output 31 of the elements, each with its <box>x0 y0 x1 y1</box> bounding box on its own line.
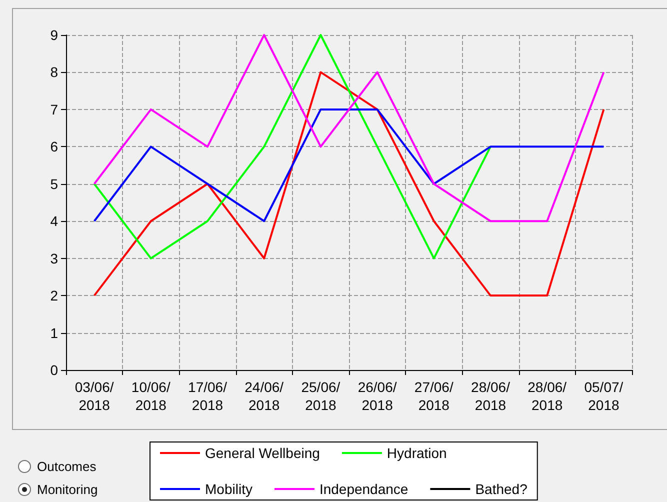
line-series <box>93 71 605 297</box>
x-tick-label: 24/06/ 2018 <box>244 379 284 413</box>
y-tick-label: 9 <box>50 27 58 43</box>
y-tick-label: 3 <box>50 250 58 266</box>
y-tick-label: 6 <box>50 138 58 155</box>
legend-label: Mobility <box>205 481 252 497</box>
legend-label: Hydration <box>386 445 447 461</box>
line-series <box>93 108 605 222</box>
x-tick-label: 03/06/ 2018 <box>74 379 114 413</box>
x-tick-label: 28/06/ 2018 <box>528 379 567 413</box>
text: Outcomes <box>37 459 96 474</box>
legend-label: General Wellbeing <box>205 445 320 461</box>
y-tick-label: 4 <box>50 213 58 230</box>
line-series <box>93 34 492 260</box>
legend-label: Bathed? <box>475 481 528 497</box>
y-tick-label: 2 <box>50 288 58 304</box>
y-tick-label: 1 <box>50 324 58 341</box>
legend-label: Independance <box>319 481 408 497</box>
y-tick-label: 7 <box>50 101 58 118</box>
y-tick-label: 8 <box>50 64 58 80</box>
x-tick-label: 26/06/ 2018 <box>358 379 397 413</box>
text: Monitoring <box>37 482 98 497</box>
x-tick-label: 05/07/ 2018 <box>584 379 624 413</box>
x-tick-label: 27/06/ 2018 <box>414 379 454 413</box>
x-tick-label: 17/06/ 2018 <box>188 379 228 413</box>
line-series <box>93 34 605 222</box>
x-tick-label: 25/06/ 2018 <box>301 379 340 413</box>
x-tick-label: 28/06/ 2018 <box>471 379 510 413</box>
y-tick-label: 5 <box>50 176 58 192</box>
x-tick-label: 10/06/ 2018 <box>131 379 170 413</box>
y-tick-label: 0 <box>50 362 58 378</box>
